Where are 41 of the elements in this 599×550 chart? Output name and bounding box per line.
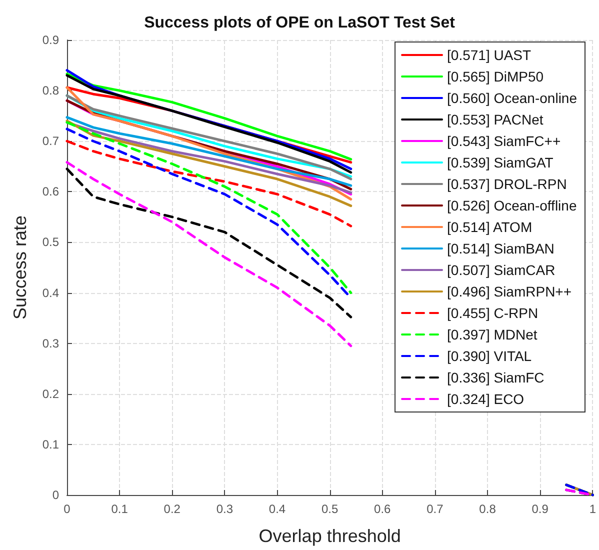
y-tick-label: 0.1 bbox=[42, 437, 60, 452]
y-tick-label: 0.5 bbox=[42, 235, 60, 250]
x-tick-label: 0.3 bbox=[216, 502, 234, 516]
y-tick-label: 0 bbox=[52, 488, 60, 502]
x-tick-label: 0.2 bbox=[164, 502, 181, 516]
x-tick-label: 0.9 bbox=[532, 502, 549, 516]
y-tick-label: 0.6 bbox=[42, 184, 60, 199]
x-tick-label: 0 bbox=[64, 502, 71, 516]
legend-label: [0.390] VITAL bbox=[447, 348, 532, 364]
legend-label: [0.496] SiamRPN++ bbox=[447, 284, 572, 300]
legend-label: [0.507] SiamCAR bbox=[447, 262, 556, 278]
x-tick-label: 0.8 bbox=[479, 502, 496, 516]
y-tick-label: 0.3 bbox=[42, 336, 60, 350]
legend-label: [0.336] SiamFC bbox=[447, 370, 544, 386]
legend-label: [0.565] DiMP50 bbox=[447, 68, 544, 84]
legend-label: [0.324] ECO bbox=[447, 391, 524, 407]
legend-label: [0.514] SiamBAN bbox=[447, 240, 554, 256]
x-tick-label: 0.5 bbox=[321, 502, 338, 516]
x-tick-label: 0.4 bbox=[268, 502, 286, 516]
x-tick-label: 1 bbox=[589, 502, 596, 516]
legend-label: [0.537] DROL-RPN bbox=[447, 176, 567, 192]
x-axis-title: Overlap threshold bbox=[258, 526, 401, 546]
legend-label: [0.397] MDNet bbox=[447, 326, 538, 342]
y-tick-label: 0.7 bbox=[42, 134, 60, 148]
y-tick-label: 0.8 bbox=[42, 84, 60, 98]
chart-title: Success plots of OPE on LaSOT Test Set bbox=[144, 14, 456, 32]
y-tick-label: 0.2 bbox=[42, 386, 60, 401]
legend-label: [0.455] C-RPN bbox=[447, 305, 538, 321]
legend-label: [0.514] ATOM bbox=[447, 219, 532, 235]
legend-label: [0.553] PACNet bbox=[447, 112, 544, 128]
legend-label: [0.571] UAST bbox=[447, 47, 532, 63]
legend-label: [0.560] Ocean-online bbox=[447, 90, 578, 106]
x-tick-label: 0.1 bbox=[111, 502, 128, 516]
y-tick-label: 0.9 bbox=[42, 33, 60, 47]
legend-label: [0.526] Ocean-offline bbox=[447, 198, 577, 214]
y-tick-label: 0.4 bbox=[42, 286, 60, 300]
x-tick-label: 0.6 bbox=[374, 502, 392, 516]
legend-label: [0.539] SiamGAT bbox=[447, 154, 554, 170]
x-tick-label: 0.7 bbox=[426, 502, 444, 516]
legend-label: [0.543] SiamFC++ bbox=[447, 133, 561, 149]
y-axis-title: Success rate bbox=[10, 215, 30, 320]
